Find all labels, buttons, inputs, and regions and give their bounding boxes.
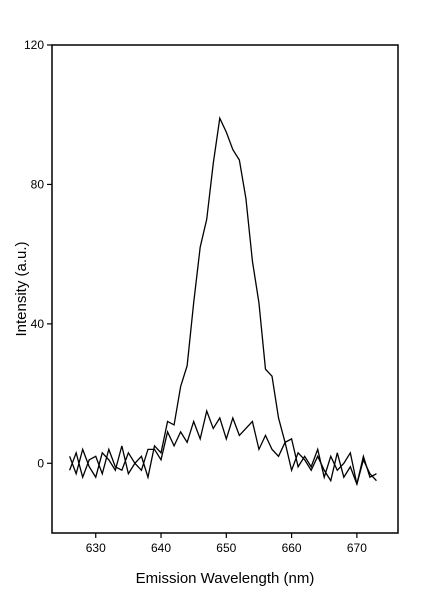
x-tick-label: 630 xyxy=(86,541,106,555)
y-axis-label: Intensity (a.u.) xyxy=(13,241,30,336)
x-tick-label: 650 xyxy=(216,541,236,555)
x-axis-label: Emission Wavelength (nm) xyxy=(136,570,315,587)
y-tick-label: 80 xyxy=(31,177,45,191)
y-tick-label: 120 xyxy=(24,38,44,52)
x-tick-label: 660 xyxy=(282,541,302,555)
x-tick-label: 670 xyxy=(347,541,367,555)
plot-frame xyxy=(51,44,399,534)
data-line xyxy=(69,408,377,487)
x-tick-label: 640 xyxy=(151,541,171,555)
data-line xyxy=(69,115,377,485)
y-tick-label: 40 xyxy=(31,317,45,331)
y-tick-label: 0 xyxy=(37,456,44,470)
